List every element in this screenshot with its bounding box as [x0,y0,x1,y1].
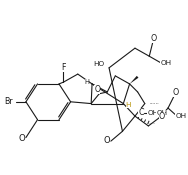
Text: OH: OH [156,110,167,116]
Text: O: O [19,134,25,143]
Text: OH: OH [147,110,158,116]
Text: Br: Br [4,97,12,106]
Text: O: O [151,34,157,43]
Polygon shape [130,76,139,84]
Text: O: O [172,88,178,97]
Text: H: H [126,102,131,108]
Text: OH: OH [175,113,186,119]
Text: H: H [85,79,89,86]
Text: ......: ...... [150,100,159,105]
Text: C: C [139,108,144,117]
Text: F: F [61,63,66,72]
Text: ......: ...... [148,121,156,125]
Text: OH: OH [160,60,171,66]
Text: HO: HO [94,61,105,67]
Text: O: O [159,113,165,121]
Text: O: O [94,85,100,94]
Text: O: O [103,136,110,145]
